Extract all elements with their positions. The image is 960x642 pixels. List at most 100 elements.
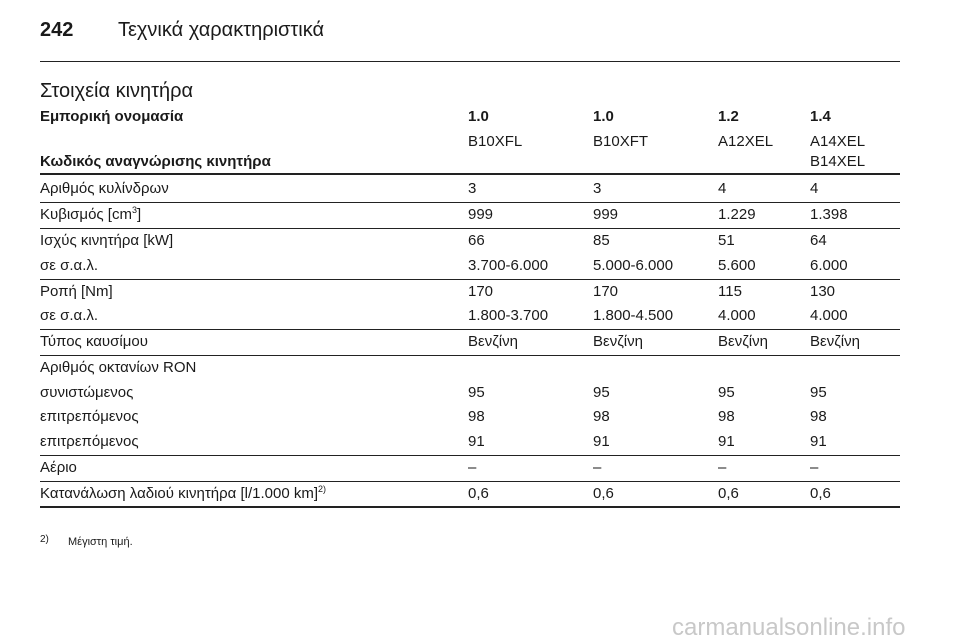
engine-code: A12XEL	[718, 133, 774, 150]
row-label: Κατανάλωση λαδιού κινητήρα [l/1.000 km]2…	[40, 483, 327, 503]
cell-value: 95	[718, 383, 735, 401]
cell-value: 98	[718, 408, 735, 425]
label-part: Αριθμός κυλίνδρων	[40, 180, 169, 197]
engine-name: 1.2	[718, 108, 739, 125]
engine-code: A14XEL	[810, 133, 866, 150]
cell-value: 85	[593, 232, 610, 249]
cell-value: 130	[810, 282, 836, 300]
cell-value: 1.398	[810, 206, 848, 223]
cell-value: 6.000	[810, 256, 848, 274]
engine-code: B10XFL	[468, 133, 523, 150]
cell-value: 95	[468, 383, 485, 401]
cell-value: 0,6	[718, 484, 739, 502]
row-rule	[40, 202, 900, 203]
cell-value: 91	[718, 432, 735, 450]
label-part: Κατανάλωση λαδιού κινητήρα [l/1.000 km]	[40, 484, 318, 502]
cell-value: –	[468, 458, 477, 476]
row-label: Αριθμός οκτανίων RON	[40, 359, 196, 377]
cell-value: 3.700-6.000	[468, 256, 549, 274]
row-label: Ροπή [Nm]	[40, 283, 113, 301]
label-part: σε σ.α.λ.	[40, 256, 99, 274]
cell-value: 3	[468, 180, 477, 197]
engine-name: 1.0	[593, 108, 614, 125]
cell-value: 3	[593, 180, 602, 197]
label-part: Τύπος καυσίμου	[40, 333, 148, 350]
thick-rule	[40, 505, 900, 508]
name-label: Εμπορική ονομασία	[40, 108, 184, 125]
cell-value: 51	[718, 232, 735, 249]
row-rule	[40, 228, 900, 229]
superscript: 3	[131, 205, 137, 215]
cell-value: 95	[810, 383, 827, 401]
cell-value: 91	[468, 432, 485, 450]
row-label: συνιστώμενος	[40, 384, 133, 402]
cell-value: 999	[593, 206, 619, 223]
cell-value: –	[718, 458, 727, 476]
row-label: Κυβισμός [cm3]	[40, 206, 141, 224]
footnote-marker: 2)	[40, 533, 49, 545]
row-label: Αριθμός κυλίνδρων	[40, 180, 169, 198]
watermark: carmanualsonline.info	[672, 614, 906, 641]
engine-name: 1.4	[810, 108, 831, 125]
cell-value: 66	[468, 232, 485, 249]
cell-value: 98	[810, 408, 827, 425]
row-label: σε σ.α.λ.	[40, 257, 98, 275]
section-title: Στοιχεία κινητήρα	[40, 80, 194, 102]
cell-value: 999	[468, 206, 494, 223]
cell-value: 1.800-4.500	[593, 307, 674, 324]
row-label: Αέριο	[40, 459, 77, 477]
superscript: 2)	[318, 483, 327, 494]
engine-code: B14XEL	[810, 153, 866, 170]
label-part: Αριθμός οκτανίων RON	[40, 359, 197, 376]
row-label: Ισχύς κινητήρα [kW]	[40, 232, 173, 250]
row-label: επιτρεπόμενος	[40, 433, 139, 451]
cell-value: Βενζίνη	[718, 333, 768, 350]
cell-value: Βενζίνη	[468, 333, 518, 350]
label-part: Αέριο	[40, 458, 77, 476]
label-part: σε σ.α.λ.	[40, 307, 99, 324]
label-part: Κυβισμός [cm	[40, 206, 132, 223]
label-part: ]	[137, 206, 142, 223]
row-label: Τύπος καυσίμου	[40, 333, 148, 351]
cell-value: 0,6	[468, 484, 489, 502]
cell-value: 170	[593, 282, 619, 300]
label-part: συνιστώμενος	[40, 383, 134, 401]
cell-value: 5.000-6.000	[593, 256, 674, 274]
cell-value: –	[810, 458, 819, 476]
row-rule	[40, 355, 900, 356]
cell-value: 64	[810, 232, 827, 249]
page-number: 242	[40, 19, 74, 41]
footnote-text: Μέγιστη τιμή.	[68, 535, 133, 548]
thick-rule	[40, 173, 900, 175]
cell-value: 0,6	[593, 484, 614, 502]
cell-value: 115	[718, 282, 742, 300]
cell-value: 170	[468, 282, 494, 300]
header-rule	[40, 61, 900, 62]
row-rule	[40, 278, 900, 280]
cell-value: 95	[593, 383, 610, 401]
label-part: επιτρεπόμενος	[40, 432, 139, 450]
row-rule	[40, 329, 900, 330]
row-label: σε σ.α.λ.	[40, 307, 98, 325]
cell-value: 0,6	[810, 484, 831, 502]
cell-value: 1.800-3.700	[468, 307, 549, 324]
cell-value: –	[593, 458, 602, 476]
cell-value: 5.600	[718, 256, 756, 274]
cell-value: 98	[593, 408, 610, 425]
row-label: επιτρεπόμενος	[40, 408, 139, 426]
cell-value: 1.229	[718, 206, 756, 223]
label-part: επιτρεπόμενος	[40, 408, 139, 425]
cell-value: 98	[468, 408, 485, 425]
code-label: Κωδικός αναγνώρισης κινητήρα	[40, 153, 271, 170]
engine-name: 1.0	[468, 108, 489, 125]
cell-value: Βενζίνη	[810, 333, 860, 350]
cell-value: 91	[810, 432, 827, 450]
header-title: Τεχνικά χαρακτηριστικά	[118, 19, 325, 41]
cell-value: 91	[593, 432, 610, 450]
label-part: Ισχύς κινητήρα [kW]	[40, 232, 174, 249]
engine-code: B10XFT	[593, 133, 649, 150]
cell-value: 4	[810, 180, 819, 197]
row-rule	[40, 480, 900, 482]
cell-value: 4	[718, 180, 727, 197]
cell-value: 4.000	[810, 307, 848, 324]
